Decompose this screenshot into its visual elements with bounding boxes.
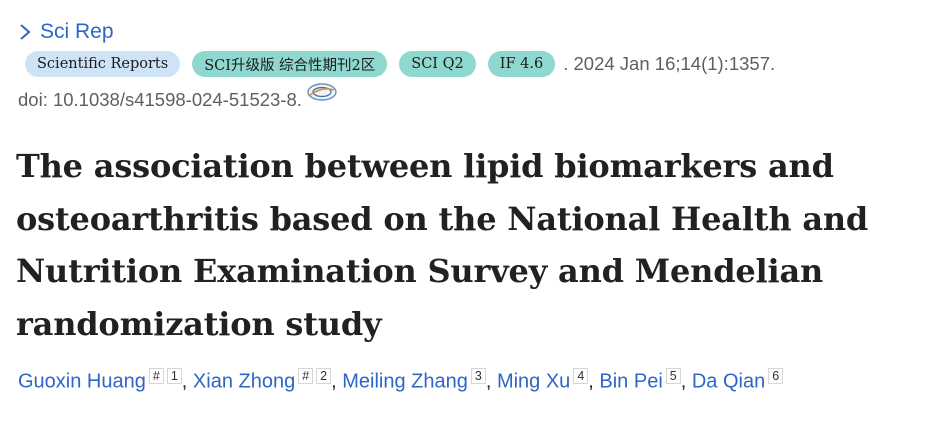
author-list: Guoxin Huang #1, Xian Zhong #2, Meiling Zh… bbox=[18, 368, 784, 394]
affiliation-number[interactable]: 1 bbox=[166, 368, 182, 384]
affiliation-number[interactable]: 4 bbox=[573, 368, 589, 384]
doi-row: doi: 10.1038/s41598-024-51523-8. bbox=[18, 82, 338, 114]
badge-sci-category[interactable]: SCI升级版 综合性期刊2区 bbox=[192, 51, 388, 77]
author-link[interactable]: Ming Xu bbox=[496, 370, 571, 393]
title-line: osteoarthritis based on the National Hea… bbox=[16, 199, 869, 238]
article-title: The association between lipid biomarkers… bbox=[16, 140, 921, 350]
affiliation-number[interactable]: 3 bbox=[470, 368, 486, 384]
affiliation-number[interactable]: 2 bbox=[316, 368, 332, 384]
badge-impact-factor[interactable]: IF 4.6 bbox=[487, 51, 556, 77]
affiliation-number[interactable]: 6 bbox=[768, 368, 784, 384]
badge-sci-quartile[interactable]: SCI Q2 bbox=[399, 51, 476, 77]
author-link[interactable]: Meiling Zhang bbox=[342, 370, 468, 393]
badges-row: Scientific Reports SCI升级版 综合性期刊2区 SCI Q2… bbox=[25, 50, 775, 78]
doi-text: doi: 10.1038/s41598-024-51523-8. bbox=[18, 89, 302, 110]
citation-text: . 2024 Jan 16;14(1):1357. bbox=[563, 53, 776, 74]
badge-journal[interactable]: Scientific Reports bbox=[25, 51, 181, 77]
equal-contribution-mark[interactable]: # bbox=[148, 368, 164, 384]
author-link[interactable]: Xian Zhong bbox=[192, 370, 296, 393]
title-line: Nutrition Examination Survey and Mendeli… bbox=[16, 252, 824, 290]
title-line: randomization study bbox=[16, 304, 382, 343]
journal-link[interactable]: Sci Rep bbox=[40, 20, 114, 43]
title-line: The association between lipid biomarkers… bbox=[16, 147, 834, 185]
journal-row: Sci Rep bbox=[18, 20, 114, 44]
chevron-right-icon[interactable] bbox=[18, 22, 36, 42]
equal-contribution-mark[interactable]: # bbox=[298, 368, 314, 384]
author-link[interactable]: Guoxin Huang bbox=[18, 370, 146, 393]
full-text-link-icon[interactable] bbox=[306, 82, 338, 107]
author-link[interactable]: Da Qian bbox=[691, 370, 766, 393]
affiliation-number[interactable]: 5 bbox=[665, 368, 681, 384]
author-link[interactable]: Bin Pei bbox=[599, 370, 663, 393]
